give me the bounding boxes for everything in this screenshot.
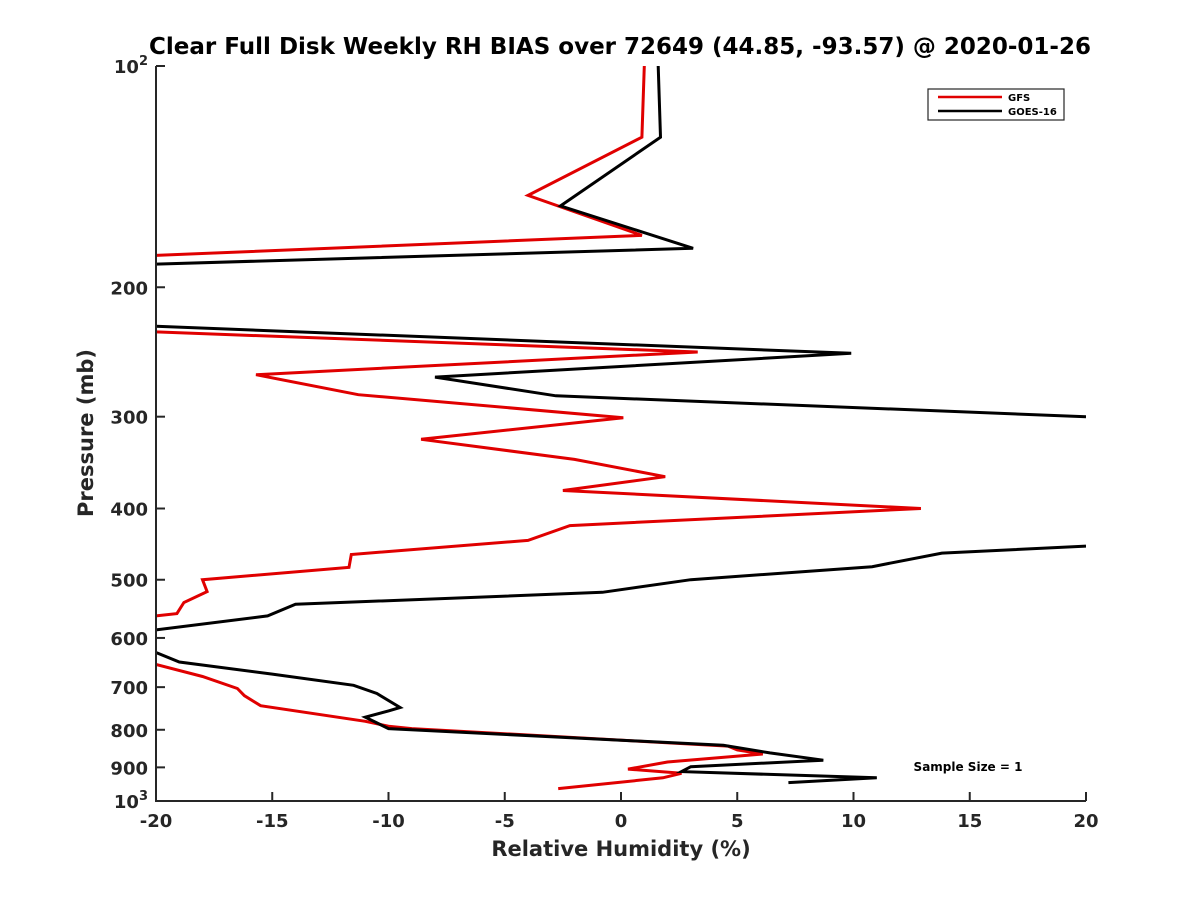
plot-area: -20 -15 -10 -5 0 5 10 15 20 102 200 300 400 500 600 700… bbox=[110, 54, 1098, 832]
x-tick-label: -20 bbox=[140, 811, 173, 832]
y-tick-label: 900 bbox=[110, 758, 148, 779]
x-tick-label: 15 bbox=[957, 811, 982, 832]
x-tick-label: -5 bbox=[495, 811, 515, 832]
y-tick-label: 600 bbox=[110, 629, 148, 650]
x-tick-label: 20 bbox=[1073, 811, 1098, 832]
series-line-goes-16-segment-4 bbox=[156, 651, 877, 785]
y-tick-label: 103 bbox=[114, 789, 148, 813]
y-tick-label: 700 bbox=[110, 678, 148, 699]
y-axis-label: Pressure (mb) bbox=[74, 349, 98, 517]
legend: GFS GOES-16 bbox=[927, 88, 1065, 121]
y-tick-label: 300 bbox=[110, 408, 148, 429]
series-line-gfs-segment-2 bbox=[156, 330, 921, 618]
legend-label: GFS bbox=[1008, 93, 1030, 104]
y-tick-label: 400 bbox=[110, 500, 148, 521]
x-axis-label: Relative Humidity (%) bbox=[491, 837, 750, 861]
x-tick-label: -10 bbox=[372, 811, 405, 832]
legend-box bbox=[927, 88, 1065, 121]
x-tick-label: 5 bbox=[731, 811, 744, 832]
chart-title: Clear Full Disk Weekly RH BIAS over 7264… bbox=[149, 34, 1091, 60]
series-line-goes-16-segment-3 bbox=[156, 544, 1086, 632]
x-tick-label: 10 bbox=[841, 811, 866, 832]
series-layer bbox=[156, 66, 1086, 791]
series-line-goes-16-segment-1 bbox=[156, 66, 694, 266]
legend-label: GOES-16 bbox=[1008, 107, 1057, 118]
y-tick-label: 200 bbox=[110, 278, 148, 299]
x-tick-label: -15 bbox=[256, 811, 289, 832]
y-tick-label: 102 bbox=[114, 54, 148, 78]
sample-size-annotation: Sample Size = 1 bbox=[914, 760, 1023, 774]
series-line-goes-16-segment-2 bbox=[156, 324, 1086, 419]
series-line-gfs-segment-1 bbox=[156, 66, 646, 257]
x-tick-label: 0 bbox=[615, 811, 628, 832]
axes-layer: -20 -15 -10 -5 0 5 10 15 20 102 200 300 400 500 600 700… bbox=[110, 54, 1098, 832]
y-tick-label: 800 bbox=[110, 721, 148, 742]
y-tick-label: 500 bbox=[110, 571, 148, 592]
